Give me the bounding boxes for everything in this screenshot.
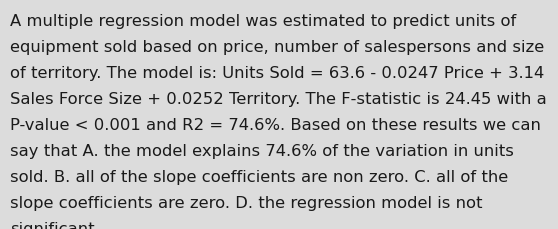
Text: A multiple regression model was estimated to predict units of: A multiple regression model was estimate… [10, 14, 516, 29]
Text: sold. B. all of the slope coefficients are non zero. C. all of the: sold. B. all of the slope coefficients a… [10, 169, 508, 184]
Text: Sales Force Size + 0.0252 Territory. The F-statistic is 24.45 with a: Sales Force Size + 0.0252 Territory. The… [10, 91, 547, 106]
Text: P-value < 0.001 and R2 = 74.6%. Based on these results we can: P-value < 0.001 and R2 = 74.6%. Based on… [10, 117, 541, 132]
Text: say that A. the model explains 74.6% of the variation in units: say that A. the model explains 74.6% of … [10, 143, 514, 158]
Text: significant.: significant. [10, 221, 100, 229]
Text: equipment sold based on price, number of salespersons and size: equipment sold based on price, number of… [10, 40, 544, 55]
Text: of territory. The model is: Units Sold = 63.6 - 0.0247 Price + 3.14: of territory. The model is: Units Sold =… [10, 65, 544, 80]
Text: slope coefficients are zero. D. the regression model is not: slope coefficients are zero. D. the regr… [10, 195, 483, 210]
